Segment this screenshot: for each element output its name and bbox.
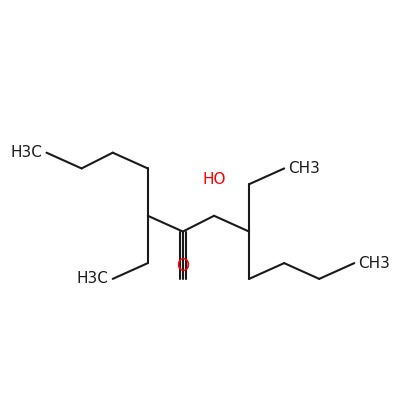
Text: CH3: CH3	[358, 256, 390, 271]
Text: H3C: H3C	[77, 271, 109, 286]
Text: H3C: H3C	[11, 145, 43, 160]
Text: CH3: CH3	[288, 161, 320, 176]
Text: HO: HO	[202, 172, 226, 187]
Text: O: O	[176, 257, 189, 275]
